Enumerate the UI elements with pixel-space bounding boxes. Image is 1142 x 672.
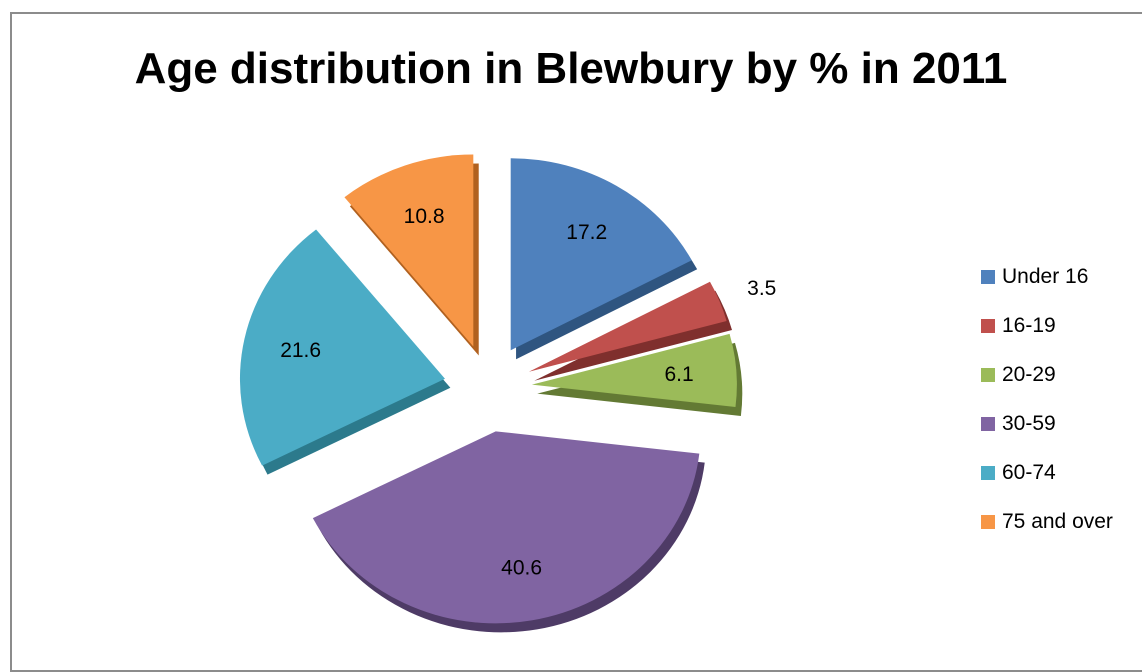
pie-value-label-30-59: 40.6: [501, 556, 542, 579]
legend-item-60-74: 60-74: [981, 448, 1113, 497]
pie-slice-30-59: [312, 431, 700, 624]
legend-item-under-16: Under 16: [981, 252, 1113, 301]
legend-item-75-and-over: 75 and over: [981, 497, 1113, 546]
pie-slice-under-16: [510, 158, 692, 351]
legend-label: 30-59: [1002, 411, 1056, 435]
legend-swatch: [981, 318, 995, 333]
pie-value-label-20-29: 6.1: [664, 363, 693, 386]
legend-item-20-29: 20-29: [981, 350, 1113, 399]
pie-value-label-60-74: 21.6: [280, 339, 321, 362]
legend-swatch: [981, 465, 995, 480]
legend-label: 60-74: [1002, 460, 1056, 484]
pie-value-label-16-19: 3.5: [747, 277, 776, 300]
legend-label: Under 16: [1002, 264, 1089, 288]
pie-slice-20-29: [531, 333, 737, 407]
legend-label: 16-19: [1002, 313, 1056, 337]
pie-value-label-75-and-over: 10.8: [404, 205, 445, 228]
legend-item-30-59: 30-59: [981, 399, 1113, 448]
chart-title: Age distribution in Blewbury by % in 201…: [134, 44, 1008, 93]
legend-swatch: [981, 367, 995, 382]
pie-value-label-under-16: 17.2: [566, 221, 607, 244]
legend-label: 75 and over: [1002, 509, 1113, 533]
legend-swatch: [981, 269, 995, 284]
chart-legend: Under 16 16-19 20-29 30-59 60-74 75 and over: [981, 252, 1113, 546]
legend-item-16-19: 16-19: [981, 301, 1113, 350]
pie-slice-16-19: [528, 281, 727, 372]
legend-label: 20-29: [1002, 362, 1056, 386]
legend-swatch: [981, 514, 995, 529]
pie-slice-75-and-over: [344, 154, 474, 347]
pie-slice-60-74: [239, 229, 445, 466]
legend-swatch: [981, 416, 995, 431]
